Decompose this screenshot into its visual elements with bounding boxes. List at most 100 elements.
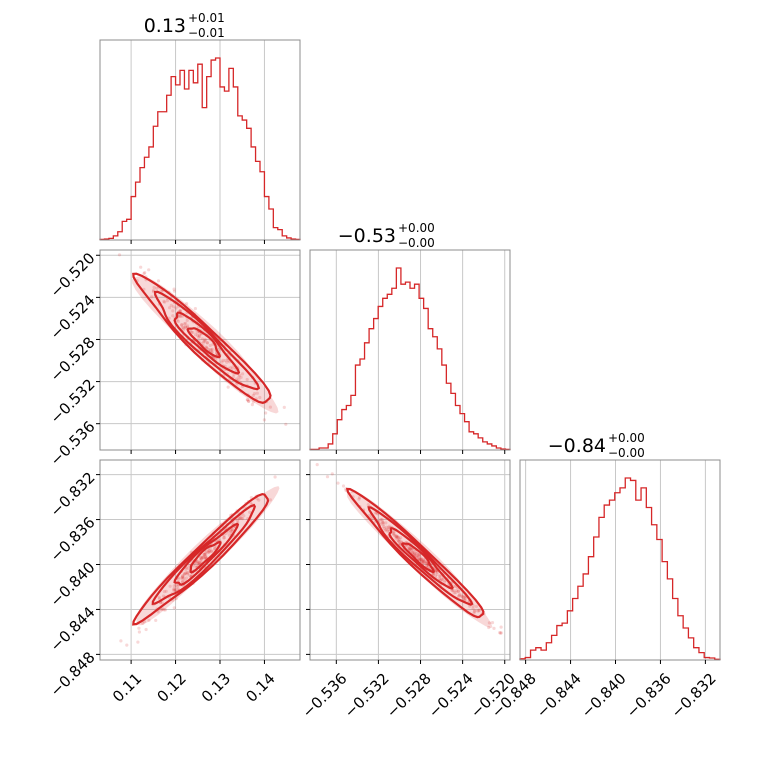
sample-point [411, 550, 415, 554]
sample-point [228, 529, 233, 533]
sample-point [420, 558, 424, 562]
sample-point [159, 607, 163, 612]
sample-point [393, 534, 397, 538]
sample-point [172, 588, 176, 592]
sample-point [204, 552, 208, 557]
sample-point [205, 346, 209, 350]
param-lower: −0.01 [188, 26, 225, 40]
sample-point [235, 518, 240, 522]
sample-point [183, 571, 187, 575]
sample-point [174, 597, 178, 601]
sample-point [398, 537, 402, 541]
sample-point [193, 307, 197, 311]
sample-point [162, 608, 166, 612]
sample-point [205, 341, 209, 345]
sample-point [180, 575, 185, 579]
sample-point [460, 594, 464, 598]
sample-point [173, 587, 177, 592]
contour-line [173, 522, 240, 586]
scatter-panel-2-1 [99, 249, 301, 451]
sample-point [490, 621, 495, 625]
x-tick-label: −0.836 [623, 670, 675, 722]
sample-point [119, 639, 123, 643]
panel-frame [309, 249, 511, 451]
sample-point [391, 532, 395, 536]
panel-frame [309, 459, 511, 661]
sample-point [125, 643, 129, 647]
sample-point [164, 589, 168, 593]
sample-point [477, 609, 481, 613]
sample-point [198, 558, 202, 563]
sample-point [210, 549, 214, 553]
sample-point [398, 542, 402, 546]
sample-point [226, 385, 230, 389]
sample-point [410, 551, 415, 555]
sample-point [209, 348, 214, 352]
sample-point [198, 334, 202, 338]
sample-point [379, 517, 383, 522]
sample-point [409, 548, 413, 552]
sample-point [487, 625, 491, 630]
sample-point [255, 391, 259, 395]
sample-point [198, 561, 202, 565]
sample-point [182, 572, 186, 576]
sample-point [182, 576, 186, 580]
sample-point [381, 520, 385, 524]
sample-point [422, 557, 426, 561]
x-tick-label: −0.532 [341, 670, 393, 722]
sample-point [472, 611, 476, 615]
sample-point [395, 535, 399, 539]
sample-point [368, 513, 372, 517]
sample-point [473, 609, 477, 613]
x-tick-label: 0.11 [109, 670, 145, 706]
contour-line [388, 526, 454, 590]
sample-point [165, 299, 169, 303]
sample-point [392, 532, 396, 536]
sample-point [182, 326, 186, 330]
sample-point [499, 631, 503, 635]
sample-point [460, 595, 464, 599]
sample-point [385, 529, 389, 533]
sample-point [222, 536, 226, 540]
sample-point [183, 578, 187, 582]
sample-point [186, 571, 190, 575]
sample-point [163, 608, 167, 612]
sample-point [230, 528, 234, 532]
sample-point [434, 569, 438, 573]
sample-point [185, 571, 189, 575]
sample-point [387, 524, 391, 528]
sample-point [203, 553, 207, 557]
sample-point [451, 589, 455, 593]
sample-point [258, 395, 262, 400]
x-tick-label: −0.840 [578, 670, 630, 722]
sample-point [237, 377, 241, 382]
sample-point [454, 588, 459, 593]
sample-point [408, 546, 412, 550]
y-tick-label: −0.836 [47, 513, 99, 565]
sample-point [202, 553, 206, 557]
sample-point [425, 563, 429, 567]
sample-point [438, 575, 442, 579]
sample-point [174, 306, 178, 310]
sample-point [394, 534, 399, 538]
histogram-panel-3: −0.84 +0.00−0.00 [519, 431, 721, 661]
sample-point [418, 557, 422, 561]
sample-point [208, 547, 212, 551]
contour-line [153, 290, 261, 391]
sample-point [397, 539, 401, 543]
sample-point [476, 609, 480, 613]
sample-point [238, 373, 242, 377]
histogram-line [519, 477, 721, 660]
param-median: −0.84 [548, 435, 606, 457]
sample-point [435, 572, 439, 577]
sample-point [200, 337, 204, 341]
sample-point [239, 375, 243, 379]
sample-point [431, 572, 435, 576]
sample-point [411, 550, 415, 554]
sample-point [456, 589, 460, 594]
sample-point [383, 528, 387, 532]
sample-point [182, 322, 187, 326]
sample-point [416, 555, 420, 559]
sample-point [185, 318, 189, 322]
